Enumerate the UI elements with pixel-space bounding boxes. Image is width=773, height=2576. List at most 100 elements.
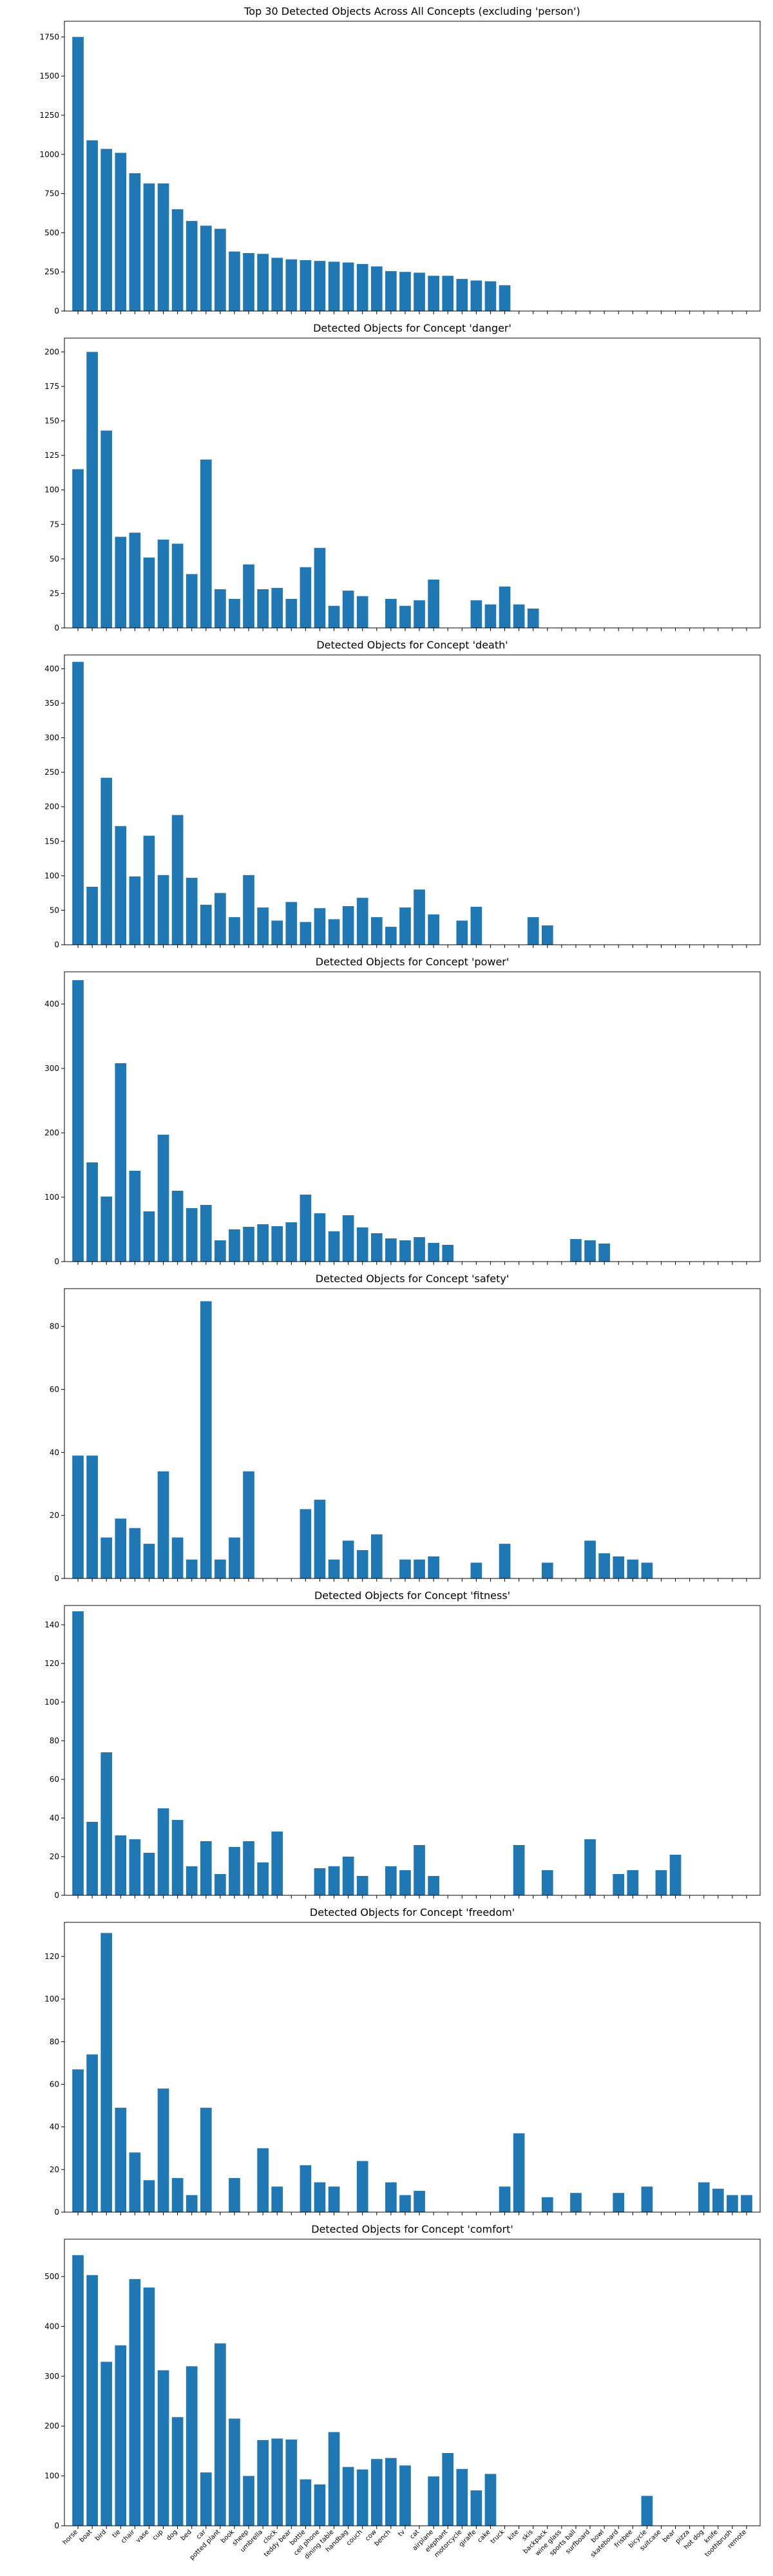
bar [271, 2438, 283, 2526]
bar [499, 586, 511, 628]
y-tick-label: 350 [44, 699, 59, 708]
bar [229, 251, 240, 311]
bar [300, 260, 312, 311]
bar [285, 599, 298, 628]
bar [356, 2469, 368, 2526]
bar [171, 1191, 184, 1262]
bar [157, 2370, 169, 2526]
bar [157, 1808, 169, 1895]
bar [328, 2186, 340, 2212]
bar [370, 917, 383, 945]
y-tick-label: 750 [44, 189, 59, 198]
bar [115, 536, 127, 628]
bar [414, 2190, 425, 2212]
bar [527, 917, 539, 945]
y-tick-label: 50 [50, 554, 59, 564]
bar [356, 898, 368, 945]
bar [100, 1933, 113, 2212]
bar [229, 2418, 240, 2526]
bar [186, 2366, 198, 2526]
bar [143, 1211, 155, 1262]
bar [342, 1215, 354, 1262]
bar [200, 1205, 212, 1262]
bar [328, 2432, 340, 2526]
y-tick-label: 0 [54, 1574, 59, 1583]
bar [186, 2195, 198, 2212]
bar [370, 266, 383, 311]
bar [314, 547, 326, 628]
bar [157, 539, 169, 628]
chart-title: Detected Objects for Concept 'comfort' [311, 2223, 513, 2235]
bar [200, 2472, 212, 2526]
bar [470, 1562, 482, 1578]
chart-panel-3: Detected Objects for Concept 'death' 0 50 1… [44, 639, 761, 949]
bar [328, 1231, 340, 1262]
bar [541, 1562, 553, 1578]
y-tick-label: 0 [54, 2208, 59, 2217]
bar [584, 1540, 596, 1578]
bar [442, 2453, 454, 2526]
bar [186, 574, 198, 628]
bar [143, 835, 155, 945]
y-tick-label: 1000 [39, 150, 59, 159]
bar [86, 1822, 98, 1895]
bar [171, 2417, 184, 2526]
bar [143, 183, 155, 311]
bar [72, 1455, 84, 1578]
bar [257, 2439, 269, 2526]
y-tick-label: 150 [44, 417, 59, 426]
y-tick-label: 400 [44, 999, 59, 1009]
bar [86, 887, 98, 945]
bar [328, 261, 340, 311]
bar [200, 1301, 212, 1578]
bar [229, 1847, 240, 1895]
bar [215, 1559, 226, 1578]
bar [243, 564, 254, 628]
bar [243, 1227, 254, 1262]
bar [115, 1063, 127, 1262]
bar [541, 1870, 553, 1895]
bar [356, 1876, 368, 1895]
bar [115, 2345, 127, 2526]
bar [243, 1471, 254, 1578]
bar [428, 276, 439, 311]
bar [356, 264, 368, 311]
y-tick-label: 25 [50, 589, 59, 598]
y-tick-label: 400 [44, 2322, 59, 2331]
y-tick-label: 0 [54, 1257, 59, 1266]
y-tick-label: 40 [50, 1814, 59, 1823]
bar [414, 1237, 425, 1262]
bar [271, 587, 283, 628]
x-tick-label: chair [120, 2528, 137, 2545]
y-tick-label: 50 [50, 905, 59, 914]
bar [257, 907, 269, 945]
bar [328, 1866, 340, 1895]
bar [186, 1559, 198, 1578]
bar [129, 1171, 141, 1262]
bar [342, 591, 354, 628]
bar [285, 259, 298, 311]
y-tick-label: 120 [44, 1952, 59, 1961]
bar [200, 904, 212, 945]
bar [428, 580, 439, 628]
bar [271, 1226, 283, 1262]
y-tick-label: 1250 [39, 111, 59, 120]
bar [86, 1455, 98, 1578]
bar [257, 1862, 269, 1895]
bar [115, 153, 127, 311]
bar [470, 2490, 482, 2526]
bar [86, 352, 98, 628]
bar [342, 262, 354, 311]
x-tick-label: dog [166, 2528, 179, 2542]
bar [385, 2182, 397, 2212]
bar [470, 907, 482, 945]
bar [300, 2479, 312, 2526]
bar [300, 922, 312, 945]
bar [186, 1866, 198, 1895]
bar [470, 280, 482, 311]
bar [115, 1835, 127, 1895]
bar [698, 2182, 710, 2212]
y-tick-label: 80 [50, 1322, 59, 1331]
bar [115, 826, 127, 945]
bar [229, 1537, 240, 1578]
